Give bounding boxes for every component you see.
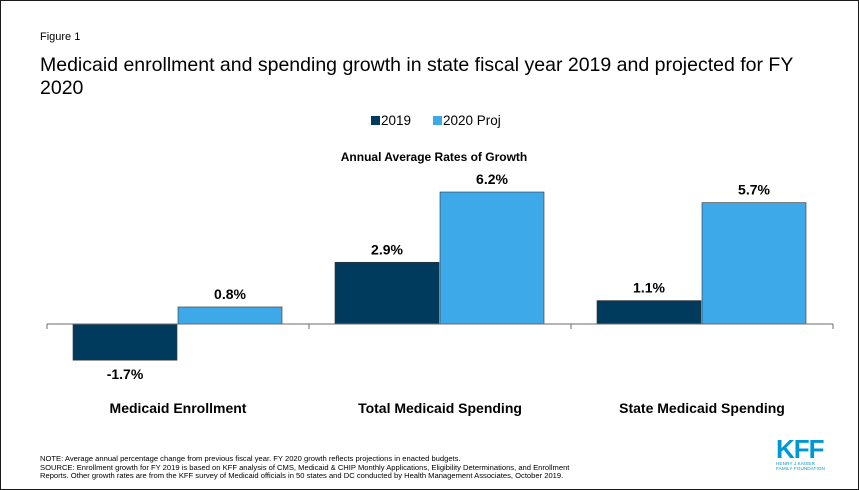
bar <box>596 300 702 325</box>
data-label: 5.7% <box>738 182 770 198</box>
legend-swatch-2019 <box>371 116 380 125</box>
bar <box>334 261 440 325</box>
footnote-line: SOURCE: Enrollment growth for FY 2019 is… <box>40 462 570 472</box>
category-label: Total Medicaid Spending <box>358 400 522 416</box>
chart-title: Medicaid enrollment and spending growth … <box>40 54 793 99</box>
data-label: 0.8% <box>214 286 246 302</box>
bar <box>177 306 283 325</box>
logo-line-2: FAMILY FOUNDATION <box>776 466 825 472</box>
bar <box>72 323 178 361</box>
data-label: 1.1% <box>633 280 665 296</box>
category-label: Medicaid Enrollment <box>110 400 247 416</box>
data-label: 6.2% <box>476 171 508 187</box>
figure-label: Figure 1 <box>40 31 81 43</box>
bar <box>439 191 545 325</box>
legend-label-2020-proj: 2020 Proj <box>443 113 501 128</box>
kff-logo: KFF HENRY J KAISER FAMILY FOUNDATION <box>776 434 825 472</box>
footnote: NOTE: Average annual percentage change f… <box>40 454 760 481</box>
footnote-line: NOTE: Average annual percentage change f… <box>40 454 461 463</box>
chart-subtitle: Annual Average Rates of Growth <box>341 150 527 164</box>
data-label: -1.7% <box>107 366 144 382</box>
data-label: 2.9% <box>371 241 403 257</box>
legend-swatch-2020-proj <box>433 116 442 125</box>
logo-line-1: HENRY J KAISER <box>776 461 816 466</box>
logo-mark: KFF <box>776 434 825 464</box>
footnote-line: Reports. Other growth rates are from the… <box>40 471 564 481</box>
bar <box>701 202 807 325</box>
category-label: State Medicaid Spending <box>619 400 785 416</box>
legend-label-2019: 2019 <box>381 113 411 128</box>
